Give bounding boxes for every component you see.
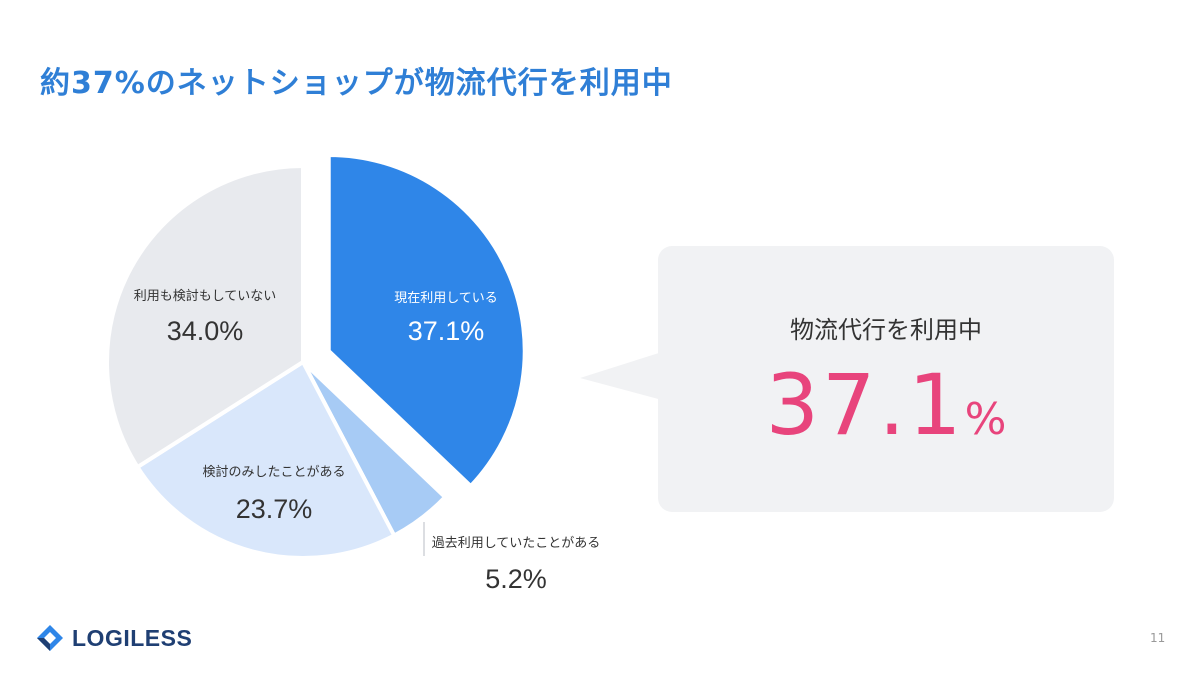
callout-unit: % xyxy=(964,394,1007,445)
page-number: 11 xyxy=(1150,631,1166,645)
pie-slice xyxy=(134,359,397,560)
pie-slice xyxy=(326,152,527,489)
slice-label: 検討のみしたことがある xyxy=(202,464,345,480)
slice-label: 過去利用していたことがある xyxy=(432,536,601,551)
callout-label: 物流代行を利用中 xyxy=(790,316,982,344)
diamond-logo-icon xyxy=(37,625,63,651)
slice-label: 利用も検討もしていない xyxy=(134,288,277,304)
callout-value: 37.1% xyxy=(658,356,1114,454)
slice-value-label: 23.7% xyxy=(236,494,313,524)
callout-number: 37.1 xyxy=(765,356,965,454)
slice-value-label: 34.0% xyxy=(167,316,244,346)
pie-chart: 現在利用している 37.1% 過去利用していたことがある 5.2% 検討のみしたことがあ… xyxy=(105,152,601,594)
logiless-logo: LOGILESS xyxy=(36,624,192,652)
slice-value-label: 5.2% xyxy=(485,564,547,594)
slice-label: 現在利用している xyxy=(394,291,498,306)
slide-title: 約37%のネットショップが物流代行を利用中 xyxy=(40,66,673,101)
highlight-callout: 物流代行を利用中 37.1% xyxy=(658,246,1114,512)
pie-slice xyxy=(105,163,305,470)
logo-text: LOGILESS xyxy=(72,624,193,651)
slice-value-label: 37.1% xyxy=(408,316,485,346)
